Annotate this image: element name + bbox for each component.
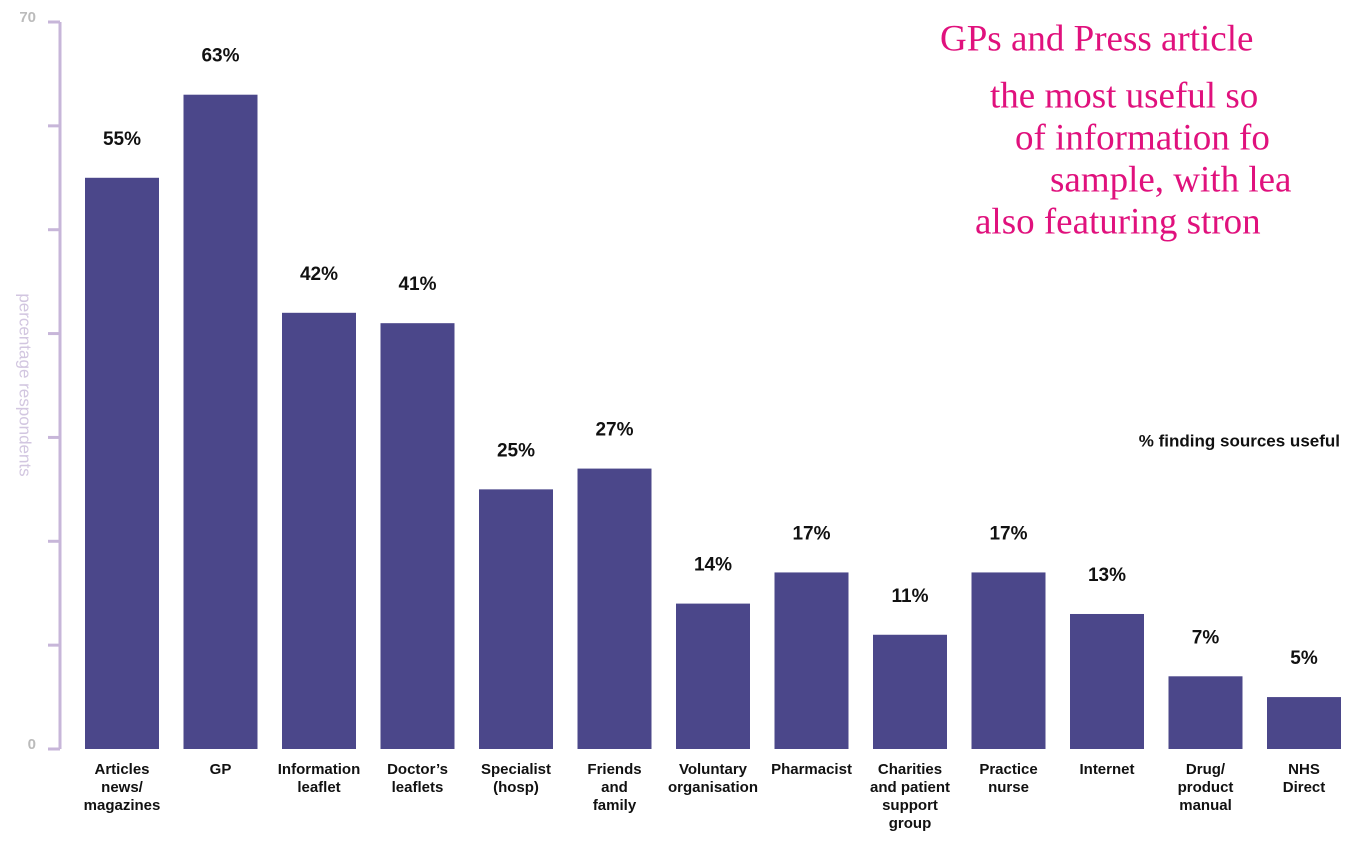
x-tick-label: Drug/ product manual (1177, 761, 1234, 814)
x-tick-label: Practice nurse (979, 761, 1038, 796)
title-line: sample, with lea (1050, 159, 1291, 200)
bar (1070, 613, 1144, 749)
x-tick-label: Voluntary organisation (667, 761, 758, 796)
x-tick-label: Friends and family (587, 761, 642, 814)
bar (282, 312, 356, 749)
title-line: GPs and Press article (940, 18, 1253, 59)
value-label: 5% (1290, 648, 1318, 669)
y-axis-label: percentage respondents (16, 293, 35, 476)
bar (774, 572, 849, 749)
y-tick-label: 70 (19, 9, 36, 26)
title-line: also featuring stron (975, 201, 1261, 242)
title-line: the most useful so (990, 75, 1258, 116)
x-tick-label: Specialist (hosp) (480, 761, 552, 796)
x-tick-label: Charities and patient support group (869, 761, 950, 832)
bar (971, 572, 1046, 749)
value-label: 25% (497, 440, 535, 461)
value-label: 41% (398, 274, 436, 295)
x-tick-label: Articles news/ magazines (83, 761, 161, 814)
bar (1267, 697, 1341, 749)
value-label: 11% (892, 586, 929, 607)
value-label: 42% (300, 264, 338, 285)
bar (1168, 676, 1243, 749)
value-label: 63% (201, 46, 239, 67)
value-label: 27% (595, 420, 633, 441)
bar (479, 489, 553, 749)
x-tick-label: NHS Direct (1282, 761, 1326, 796)
x-tick-label: Internet (1079, 761, 1135, 778)
bar (85, 177, 159, 750)
bar (873, 634, 947, 749)
bar (183, 94, 258, 749)
value-label: 55% (103, 129, 141, 150)
annotation: % finding sources useful (1139, 431, 1340, 450)
bar (676, 603, 750, 749)
value-label: 13% (1088, 565, 1126, 586)
y-tick-label: 0 (28, 736, 36, 753)
x-tick-label: Information leaflet (277, 761, 361, 796)
bar (577, 468, 652, 749)
bar (380, 323, 455, 749)
value-label: 17% (792, 523, 830, 544)
x-tick-label: Doctor’s leaflets (387, 761, 448, 796)
x-tick-label: Pharmacist (771, 761, 852, 778)
value-label: 7% (1192, 627, 1220, 648)
x-tick-label: GP (209, 761, 232, 778)
value-label: 14% (694, 555, 732, 576)
value-label: 17% (989, 523, 1027, 544)
title-line: of information fo (1015, 117, 1270, 158)
